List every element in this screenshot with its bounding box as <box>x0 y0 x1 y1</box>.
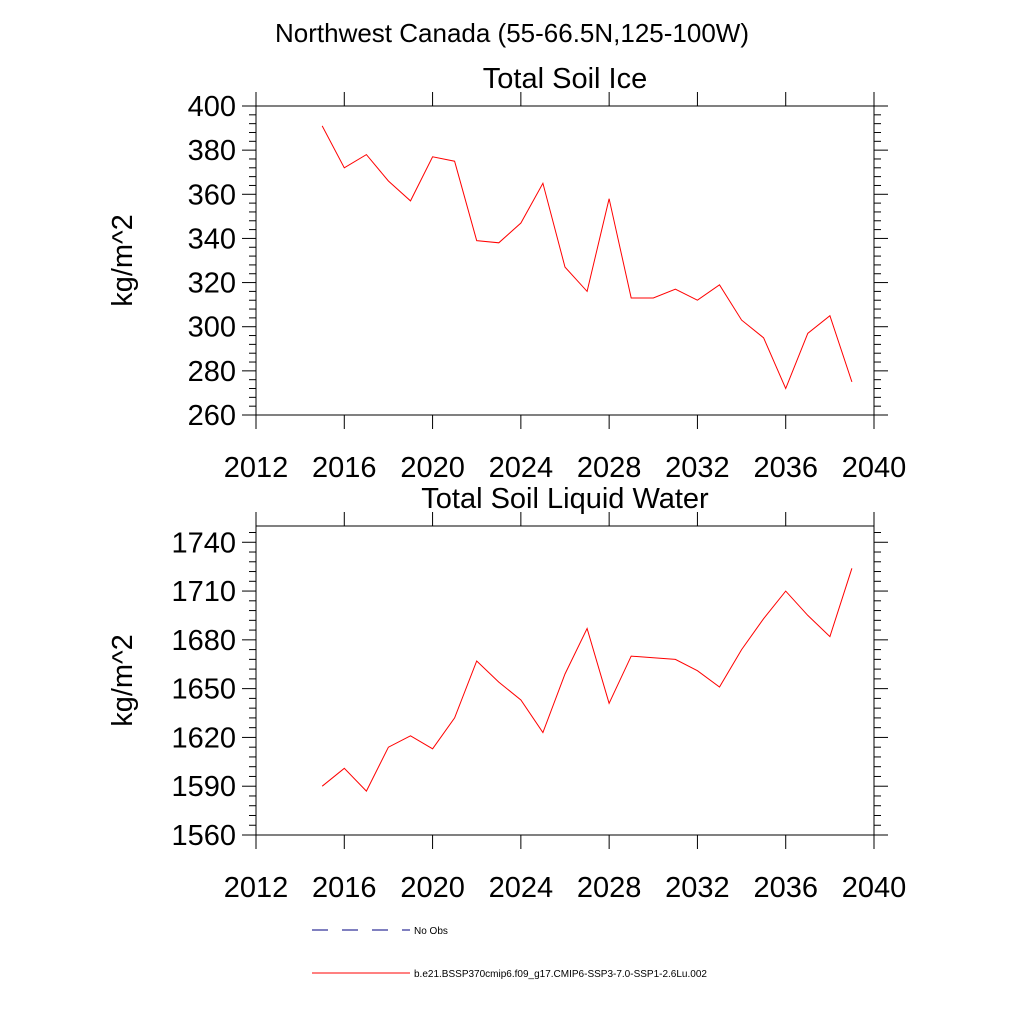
y-tick-label: 1680 <box>171 625 236 657</box>
plot-frame <box>255 525 875 836</box>
x-tick-label: 2032 <box>665 452 730 484</box>
x-tick-label: 2024 <box>489 872 554 904</box>
panel-title: Total Soil Ice <box>483 63 647 95</box>
series-line-0 <box>321 125 853 390</box>
panel-title: Total Soil Liquid Water <box>421 483 709 515</box>
x-tick-label: 2040 <box>842 872 907 904</box>
y-tick-label: 320 <box>188 268 236 300</box>
panel-total-soil-ice: Total Soil Ice kg/m^2 2012 2016 2020 2024 2028… <box>107 63 906 484</box>
y-tick-label: 1650 <box>171 674 236 706</box>
y-tick-label: 1620 <box>171 722 236 754</box>
x-tick-label: 2040 <box>842 452 907 484</box>
y-tick-label: 340 <box>188 223 236 255</box>
legend: No Obs b.e21.BSSP370cmip6.f09_g17.CMIP6-… <box>312 926 707 980</box>
x-tick-label: 2032 <box>665 872 730 904</box>
x-tick-label: 2024 <box>489 452 554 484</box>
y-tick-label: 360 <box>188 179 236 211</box>
y-tick-label: 380 <box>188 135 236 167</box>
y-tick-label: 300 <box>188 312 236 344</box>
x-tick-label: 2020 <box>400 452 465 484</box>
x-tick-label: 2028 <box>577 872 642 904</box>
figure-suptitle: Northwest Canada (55-66.5N,125-100W) <box>275 18 749 48</box>
legend-label-model-run: b.e21.BSSP370cmip6.f09_g17.CMIP6-SSP3-7.… <box>414 969 707 980</box>
x-tick-label: 2012 <box>224 452 289 484</box>
y-tick-label: 280 <box>188 356 236 388</box>
legend-label-no-obs: No Obs <box>414 926 448 937</box>
x-tick-label: 2036 <box>753 452 818 484</box>
y-axis-label: kg/m^2 <box>107 214 139 307</box>
y-tick-label: 1710 <box>171 576 236 608</box>
y-axis-label: kg/m^2 <box>107 634 139 727</box>
plot-frame <box>255 105 875 416</box>
x-tick-label: 2016 <box>312 452 377 484</box>
y-tick-label: 1740 <box>171 527 236 559</box>
x-tick-label: 2020 <box>400 872 465 904</box>
x-tick-label: 2016 <box>312 872 377 904</box>
y-tick-label: 1590 <box>171 771 236 803</box>
y-tick-label: 400 <box>188 91 236 123</box>
series-line-0 <box>321 568 853 792</box>
y-tick-label: 1560 <box>171 820 236 852</box>
x-tick-label: 2028 <box>577 452 642 484</box>
x-tick-label: 2012 <box>224 872 289 904</box>
x-tick-label: 2036 <box>753 872 818 904</box>
y-tick-label: 260 <box>188 400 236 432</box>
panel-total-soil-liquid-water: Total Soil Liquid Water kg/m^2 2012 2016 202… <box>107 483 906 904</box>
